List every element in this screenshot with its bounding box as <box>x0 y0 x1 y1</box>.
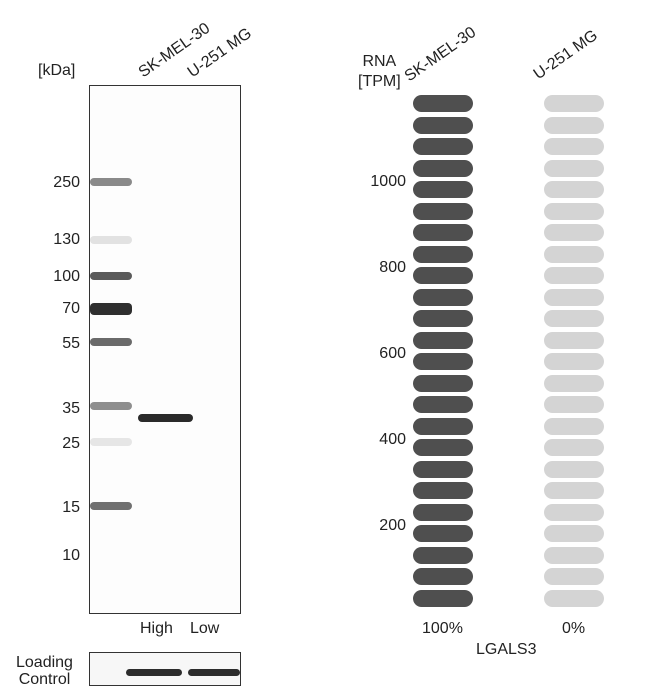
rna-bar-u-251-mg <box>544 95 604 611</box>
western-blot-membrane <box>89 85 241 614</box>
ladder-band-100 <box>90 272 132 280</box>
rna-segment <box>413 224 473 241</box>
rna-segment <box>544 482 604 499</box>
rna-tick-800: 800 <box>379 259 406 276</box>
rna-percent-u-251-mg: 0% <box>562 620 586 637</box>
rna-segment <box>413 439 473 456</box>
rna-segment <box>544 439 604 456</box>
marker-15: 15 <box>62 499 80 516</box>
rna-segment <box>544 374 604 392</box>
ladder-band-15 <box>90 502 132 510</box>
loading-control-label: Loading Control <box>16 654 73 688</box>
sample-band-sk-mel-30 <box>138 414 193 422</box>
loading-band-sk-mel-30 <box>126 669 182 676</box>
rna-bar-sk-mel-30 <box>413 95 473 611</box>
rna-segment <box>544 503 604 521</box>
rna-segment <box>413 374 473 392</box>
rna-segment <box>413 202 473 220</box>
rna-segment <box>544 353 604 370</box>
marker-10: 10 <box>62 547 80 564</box>
ladder-band-70 <box>90 303 132 315</box>
rna-segment <box>413 245 473 263</box>
rna-segment <box>544 245 604 263</box>
rna-segment <box>413 95 473 112</box>
marker-130: 130 <box>53 231 80 248</box>
rna-segment <box>544 589 604 607</box>
rna-segment <box>413 546 473 564</box>
rna-segment <box>413 417 473 435</box>
rna-segment <box>544 460 604 478</box>
rna-segment <box>413 568 473 585</box>
rna-segment <box>544 331 604 349</box>
rna-segment <box>544 116 604 134</box>
ladder-band-250 <box>90 178 132 186</box>
lane-expression-low: Low <box>190 620 220 637</box>
rna-segment <box>544 568 604 585</box>
rna-segment <box>413 288 473 306</box>
rna-segment <box>544 159 604 177</box>
rna-segment <box>544 310 604 327</box>
ladder-band-55 <box>90 338 132 346</box>
marker-70: 70 <box>62 300 80 317</box>
lane-expression-high: High <box>140 620 173 637</box>
rna-segment <box>544 525 604 542</box>
rna-segment <box>413 353 473 370</box>
ladder-band-35 <box>90 402 132 410</box>
rna-percent-sk-mel-30: 100% <box>422 620 463 637</box>
rna-tick-600: 600 <box>379 345 406 362</box>
loading-control-blot <box>89 652 241 686</box>
rna-tick-1000: 1000 <box>370 173 406 190</box>
rna-tick-200: 200 <box>379 517 406 534</box>
marker-55: 55 <box>62 335 80 352</box>
rna-tick-400: 400 <box>379 431 406 448</box>
rna-label-sk-mel-30: SK-MEL-30 <box>401 23 480 86</box>
rna-segment <box>413 589 473 607</box>
kda-label: [kDa] <box>38 62 76 79</box>
rna-segment <box>413 267 473 284</box>
gene-label: LGALS3 <box>476 641 537 658</box>
rna-segment <box>544 417 604 435</box>
rna-segment <box>544 546 604 564</box>
ladder-band-25 <box>90 438 132 446</box>
rna-segment <box>413 460 473 478</box>
rna-segment <box>413 525 473 542</box>
ladder-band-130 <box>90 236 132 244</box>
marker-35: 35 <box>62 400 80 417</box>
rna-segment <box>413 116 473 134</box>
rna-segment <box>544 181 604 198</box>
rna-segment <box>544 288 604 306</box>
rna-segment <box>413 159 473 177</box>
marker-250: 250 <box>53 174 80 191</box>
rna-segment <box>413 310 473 327</box>
rna-segment <box>544 396 604 413</box>
rna-segment <box>544 202 604 220</box>
rna-segment <box>544 138 604 155</box>
rna-segment <box>413 138 473 155</box>
rna-segment <box>413 482 473 499</box>
marker-100: 100 <box>53 268 80 285</box>
marker-25: 25 <box>62 435 80 452</box>
rna-segment <box>544 95 604 112</box>
rna-segment <box>544 224 604 241</box>
rna-segment <box>413 331 473 349</box>
rna-segment <box>413 503 473 521</box>
rna-label-u-251-mg: U-251 MG <box>530 26 601 84</box>
loading-band-u-251-mg <box>188 669 240 676</box>
rna-segment <box>413 181 473 198</box>
rna-segment <box>544 267 604 284</box>
rna-segment <box>413 396 473 413</box>
rna-unit-label: RNA [TPM] <box>358 53 401 90</box>
